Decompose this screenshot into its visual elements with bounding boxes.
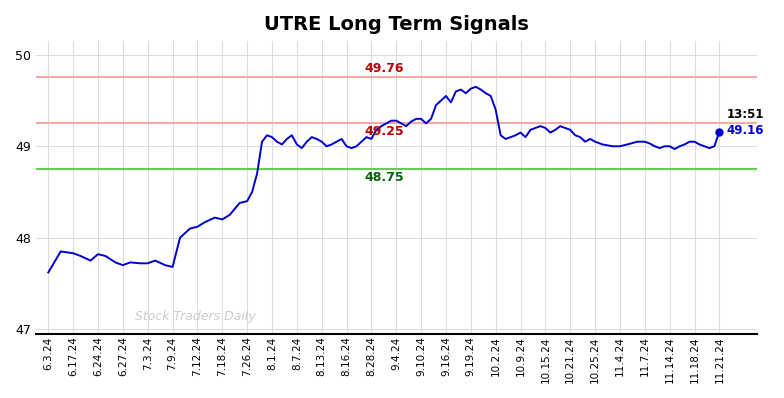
Text: 49.16: 49.16 <box>727 124 764 137</box>
Text: 49.25: 49.25 <box>364 125 404 138</box>
Text: 13:51: 13:51 <box>727 108 764 121</box>
Text: 49.76: 49.76 <box>364 62 404 75</box>
Text: Stock Traders Daily: Stock Traders Daily <box>136 310 256 323</box>
Text: 48.75: 48.75 <box>364 171 404 184</box>
Title: UTRE Long Term Signals: UTRE Long Term Signals <box>263 15 528 34</box>
